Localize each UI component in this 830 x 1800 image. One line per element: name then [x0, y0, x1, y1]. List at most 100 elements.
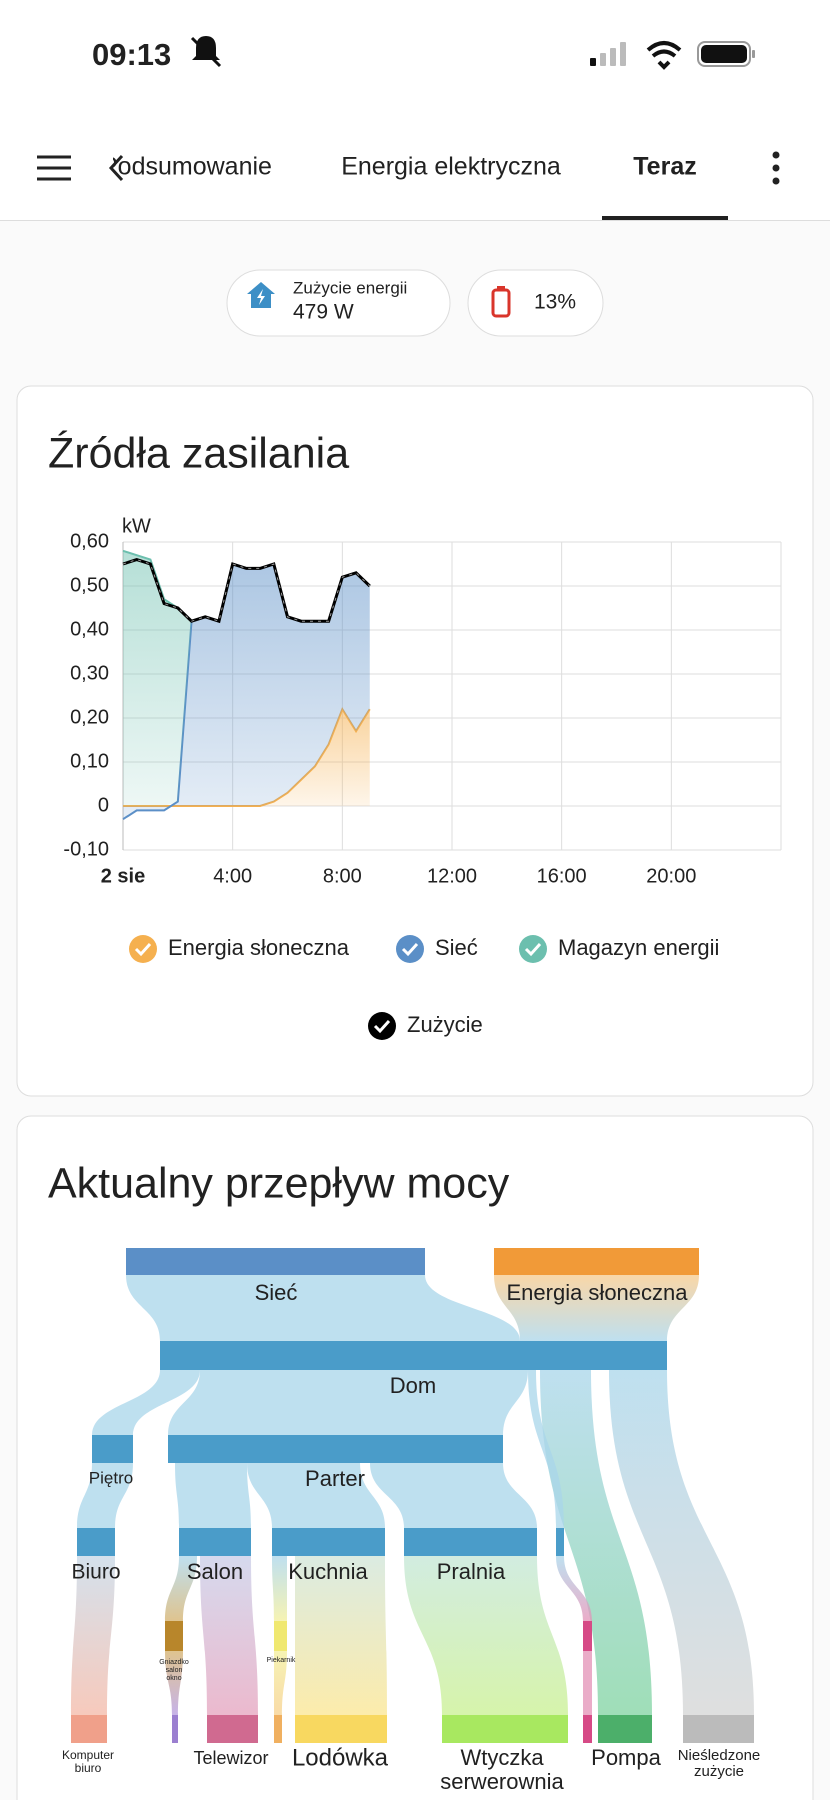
- node: [683, 1715, 754, 1743]
- node: [556, 1528, 564, 1556]
- legend-check: [401, 942, 419, 957]
- area: [123, 709, 370, 806]
- clock: 09:13: [92, 37, 171, 72]
- flow: [540, 1370, 652, 1715]
- flow: [370, 1463, 537, 1528]
- tab[interactable]: Podsumowanie: [101, 153, 272, 181]
- y-tick-label: -0,10: [63, 838, 109, 860]
- node: [272, 1528, 385, 1556]
- flow: [583, 1651, 592, 1715]
- flow: [71, 1556, 115, 1715]
- y-tick-label: 0,30: [70, 662, 109, 684]
- legend-check: [524, 942, 542, 957]
- node-label: Komputer: [62, 1748, 114, 1762]
- x-tick-label: 8:00: [323, 865, 362, 887]
- node-label: zużycie: [694, 1763, 744, 1780]
- node: [207, 1715, 258, 1743]
- x-tick-label: 2 sie: [101, 865, 145, 887]
- flow: [247, 1463, 385, 1528]
- node: [77, 1528, 115, 1556]
- legend-swatch[interactable]: [519, 935, 547, 963]
- flow: [200, 1556, 258, 1715]
- node: [583, 1621, 592, 1651]
- flow: [528, 1370, 564, 1528]
- node-label: Pralnia: [437, 1559, 506, 1584]
- node-label: Biuro: [71, 1561, 120, 1584]
- flow: [168, 1370, 528, 1435]
- sankey: Sieć Energia słoneczna Dom Piętro Parter Biur…: [62, 1248, 760, 1794]
- flow: [295, 1556, 387, 1715]
- node-label: Nieśledzone: [678, 1747, 761, 1764]
- energy-badge[interactable]: [226, 269, 451, 337]
- flow: [175, 1463, 251, 1528]
- battery-cap: [497, 286, 505, 290]
- legend-check: [373, 1019, 391, 1034]
- node-label: Sieć: [255, 1280, 298, 1305]
- flow: [77, 1463, 133, 1528]
- y-tick-label: 0,10: [70, 750, 109, 772]
- flow: [274, 1651, 287, 1715]
- node: [295, 1715, 387, 1743]
- x-tick-label: 20:00: [646, 865, 696, 887]
- node-label: biuro: [75, 1761, 102, 1775]
- tab[interactable]: Energia elektryczna: [341, 153, 561, 181]
- chart: -0,10 0 0,10 0,20 0,30 0,40 0,50 0,60 2 sie 4:00 8…: [63, 530, 782, 1040]
- tab-indicator: [602, 216, 728, 220]
- node: [160, 1341, 667, 1370]
- flow: [92, 1370, 200, 1435]
- node: [404, 1528, 537, 1556]
- flow: [165, 1556, 197, 1621]
- node-label: Parter: [305, 1466, 365, 1491]
- y-axis-label: kW: [122, 515, 151, 537]
- node: [179, 1528, 251, 1556]
- node: [71, 1715, 107, 1743]
- x-tick-label: 12:00: [427, 865, 477, 887]
- x-tick-label: 16:00: [537, 865, 587, 887]
- legend-label[interactable]: Energia słoneczna: [168, 935, 350, 960]
- y-tick-label: 0,50: [70, 574, 109, 596]
- node-label: Telewizor: [193, 1748, 268, 1768]
- menu-button[interactable]: [37, 155, 71, 181]
- node-label: Lodówka: [292, 1744, 389, 1771]
- flow: [272, 1556, 287, 1621]
- signal-icon: [590, 42, 626, 66]
- node: [442, 1715, 568, 1743]
- legend-label[interactable]: Magazyn energii: [558, 935, 719, 960]
- legend-label[interactable]: Zużycie: [407, 1012, 483, 1037]
- badge-value: 479 W: [293, 301, 354, 324]
- node: [274, 1621, 287, 1651]
- node-label: Kuchnia: [288, 1559, 368, 1584]
- flow: [126, 1275, 520, 1341]
- tab-active[interactable]: Teraz: [633, 153, 696, 181]
- flow: [404, 1556, 568, 1715]
- legend-swatch[interactable]: [396, 935, 424, 963]
- flow: [556, 1556, 592, 1621]
- legend-swatch[interactable]: [368, 1012, 396, 1040]
- node-label: Gniazdko: [159, 1659, 189, 1666]
- y-tick-label: 0: [98, 794, 109, 816]
- battery-icon: [697, 41, 755, 67]
- flow: [609, 1370, 754, 1715]
- area: [123, 550, 370, 806]
- header-bg: [0, 0, 830, 220]
- y-tick-label: 0,60: [70, 530, 109, 552]
- node-label: Energia słoneczna: [506, 1280, 688, 1305]
- node: [274, 1715, 282, 1743]
- y-tick-label: 0,40: [70, 618, 109, 640]
- area: [123, 564, 370, 820]
- node: [598, 1715, 652, 1743]
- node: [168, 1435, 503, 1463]
- node-label: Piekarnik: [267, 1657, 296, 1664]
- node-label: Piętro: [89, 1468, 133, 1487]
- node: [165, 1621, 183, 1651]
- scroll-left[interactable]: [108, 154, 124, 182]
- node-label: Pompa: [591, 1745, 661, 1770]
- tab-fade: [95, 150, 113, 186]
- overflow-menu[interactable]: [772, 151, 780, 185]
- legend-swatch[interactable]: [129, 935, 157, 963]
- legend-label[interactable]: Sieć: [435, 935, 478, 960]
- node: [583, 1715, 592, 1743]
- wifi-icon: [646, 41, 682, 70]
- bolt: [257, 289, 265, 305]
